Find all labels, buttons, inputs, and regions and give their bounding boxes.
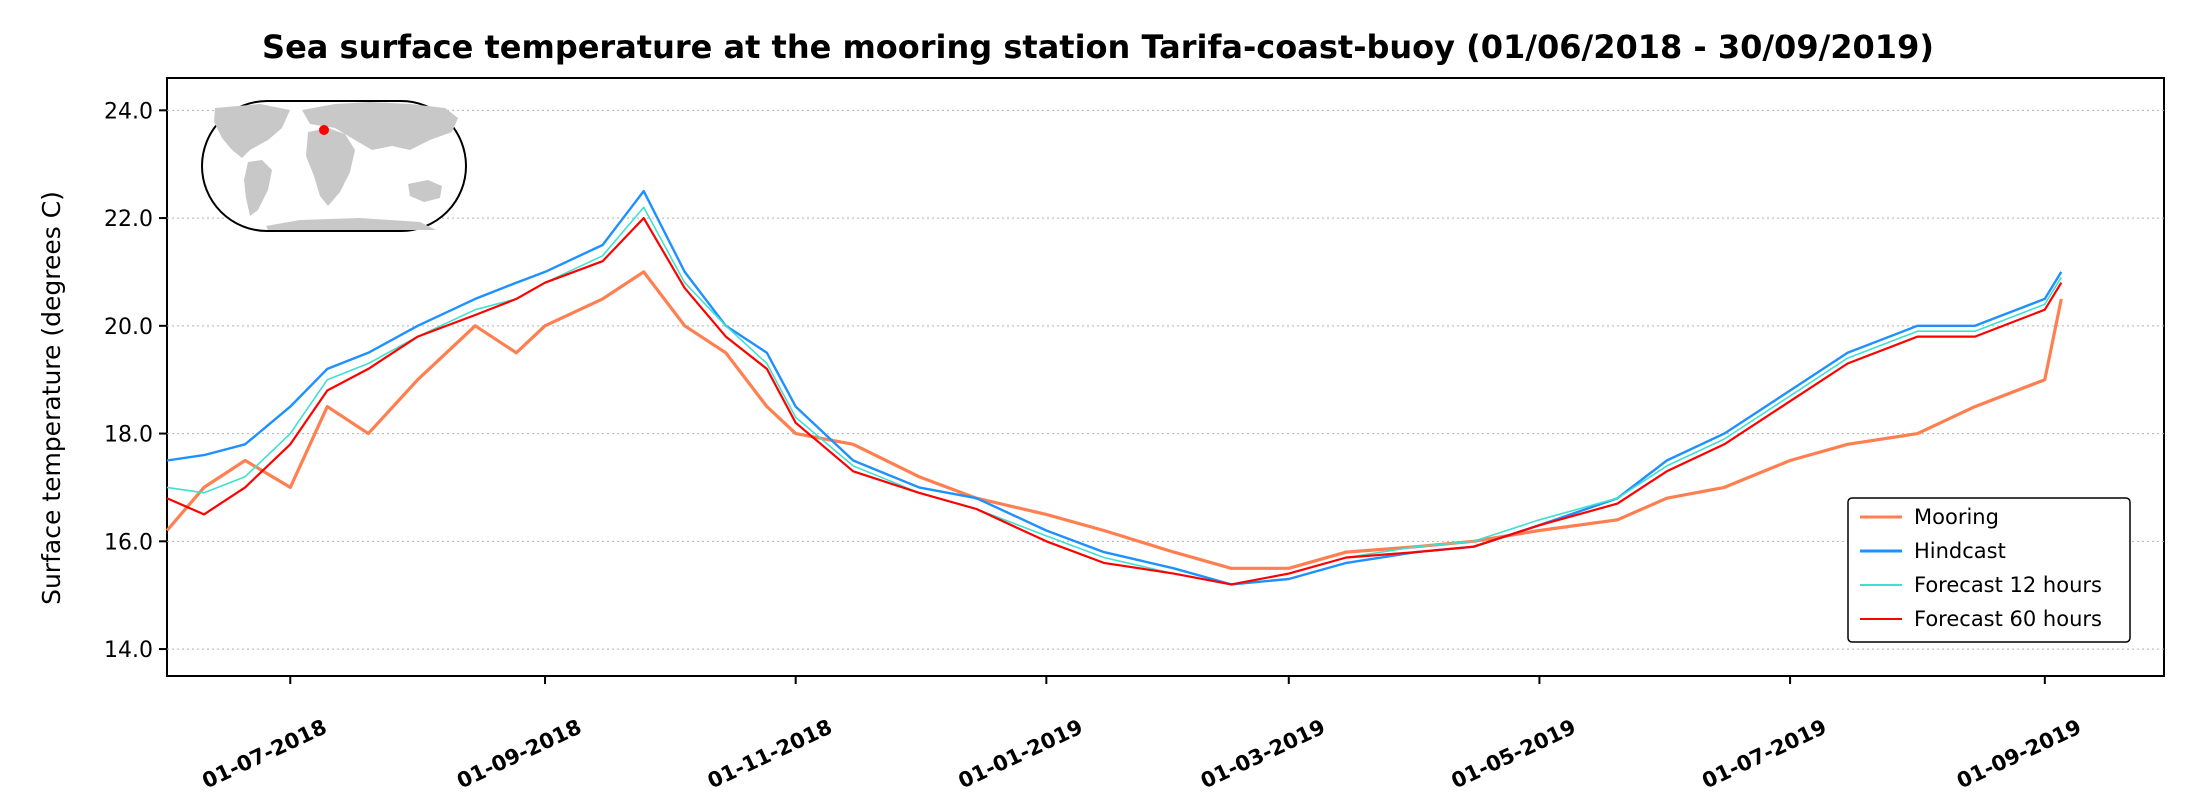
y-axis: 14.0 16.0 18.0 20.0 22.0 24.0 — [104, 99, 167, 663]
series-line-3 — [166, 217, 2063, 586]
x-tick-label: 01-07-2018 — [198, 715, 330, 794]
continent-africa — [306, 128, 355, 206]
inset-world-map — [201, 100, 467, 232]
x-tick-label: 01-11-2018 — [704, 715, 836, 794]
legend-label-mooring: Mooring — [1914, 505, 1999, 529]
x-tick-label: 01-09-2019 — [1953, 715, 2085, 794]
series-line-1 — [166, 189, 2063, 586]
continent-north-america — [214, 104, 290, 158]
legend: Mooring Hindcast Forecast 12 hours Forec… — [1847, 497, 2131, 643]
legend-label-forecast-12h: Forecast 12 hours — [1914, 573, 2102, 597]
station-marker — [319, 125, 329, 135]
x-tick-label: 01-03-2019 — [1197, 715, 1329, 794]
legend-frame — [1847, 497, 2131, 643]
x-tick-label: 01-09-2018 — [453, 715, 585, 794]
legend-label-hindcast: Hindcast — [1914, 539, 2006, 563]
y-tick-label: 16.0 — [104, 530, 153, 555]
x-tick-label: 01-01-2019 — [955, 715, 1087, 794]
y-tick-label: 24.0 — [104, 99, 153, 124]
x-tick-label: 01-07-2019 — [1698, 715, 1830, 794]
x-tick-label: 01-05-2019 — [1448, 715, 1580, 794]
y-tick-label: 14.0 — [104, 638, 153, 663]
continent-antarctica — [266, 218, 436, 230]
x-axis: 01-07-2018 01-09-2018 01-11-2018 01-01-2019… — [198, 676, 2085, 794]
y-tick-label: 20.0 — [104, 315, 153, 340]
legend-label-forecast-60h: Forecast 60 hours — [1914, 607, 2102, 631]
y-tick-label: 18.0 — [104, 423, 153, 448]
continent-south-america — [244, 160, 272, 216]
continent-australia — [408, 180, 442, 202]
plot-frame — [166, 77, 2165, 677]
plot-area: 14.0 16.0 18.0 20.0 22.0 24.0 01-07-2018 01-09… — [104, 77, 2165, 794]
y-axis-label: Surface temperature (degrees C) — [37, 191, 66, 605]
y-tick-label: 22.0 — [104, 207, 153, 232]
chart-title: Sea surface temperature at the mooring s… — [262, 28, 1934, 66]
continent-eurasia — [302, 102, 458, 150]
series-layer — [165, 189, 2063, 586]
